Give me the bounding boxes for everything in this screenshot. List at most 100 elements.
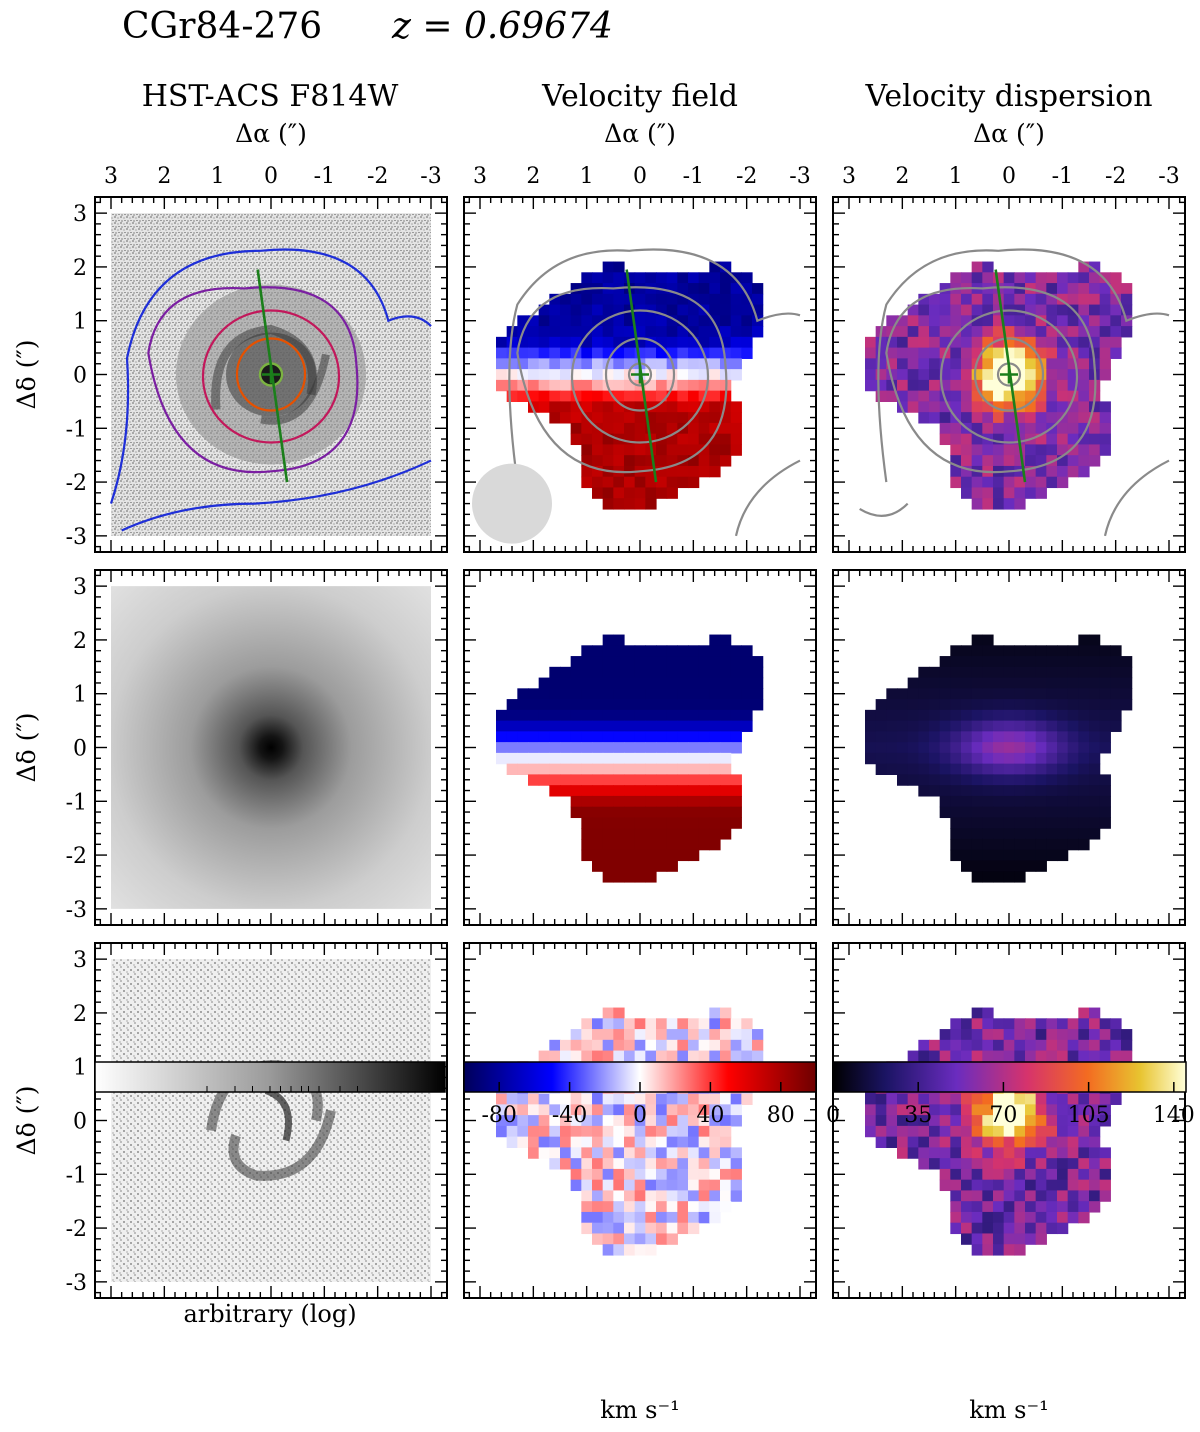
map-pixel — [1014, 326, 1026, 338]
map-pixel — [961, 1115, 973, 1127]
map-pixel — [939, 304, 951, 316]
map-pixel — [656, 666, 668, 679]
map-pixel — [528, 1115, 540, 1127]
contour-4 — [235, 337, 307, 412]
map-pixel — [1057, 304, 1069, 316]
map-pixel — [865, 1125, 877, 1138]
map-pixel — [656, 422, 668, 435]
map-pixel — [1089, 731, 1101, 743]
map-pixel — [1078, 795, 1090, 808]
map-pixel — [720, 304, 732, 316]
map-pixel — [570, 293, 582, 306]
map-pixel — [709, 1093, 721, 1105]
map-pixel — [698, 688, 710, 700]
map-pixel — [1099, 412, 1111, 424]
map-pixel — [645, 849, 657, 862]
map-pixel — [624, 871, 636, 883]
map-pixel — [907, 369, 919, 381]
map-pixel — [1089, 817, 1101, 829]
map-pixel — [929, 326, 941, 338]
map-pixel — [634, 1018, 646, 1030]
map-pixel — [961, 433, 973, 446]
map-pixel — [592, 656, 604, 668]
map-pixel — [961, 1029, 973, 1041]
map-pixel — [602, 1093, 614, 1105]
map-pixel — [886, 315, 898, 327]
map-pixel — [982, 645, 994, 657]
map-pixel — [993, 487, 1005, 499]
map-pixel — [950, 304, 962, 316]
map-pixel — [592, 785, 604, 797]
map-pixel — [1014, 1039, 1026, 1052]
map-pixel — [982, 752, 994, 765]
map-pixel — [634, 455, 646, 467]
map-pixel — [634, 326, 646, 338]
colorbar-label-dispersion: km s⁻¹ — [969, 1396, 1049, 1424]
map-pixel — [634, 272, 646, 284]
map-pixel — [907, 1147, 919, 1159]
map-pixel — [929, 763, 941, 775]
map-pixel — [1014, 666, 1026, 679]
map-pixel — [560, 742, 572, 754]
map-pixel — [698, 709, 710, 722]
map-pixel — [1078, 666, 1090, 679]
map-pixel — [528, 1125, 540, 1138]
map-pixel — [1035, 709, 1047, 722]
map-pixel — [581, 1050, 593, 1062]
map-pixel — [560, 347, 572, 359]
map-pixel — [1046, 752, 1058, 765]
map-pixel — [613, 785, 625, 797]
map-pixel — [613, 1211, 625, 1224]
map-pixel — [570, 720, 582, 732]
map-pixel — [1014, 315, 1026, 327]
map-pixel — [1078, 1179, 1090, 1192]
map-pixel — [688, 688, 700, 700]
map-pixel — [1046, 699, 1058, 711]
map-pixel — [1110, 1039, 1122, 1052]
map-pixel — [1057, 433, 1069, 446]
map-pixel — [971, 688, 983, 700]
map-pixel — [971, 347, 983, 359]
map-pixel — [666, 465, 678, 478]
map-pixel — [1078, 838, 1090, 851]
map-pixel — [698, 283, 710, 295]
colorbar-tick-label: -40 — [552, 1103, 587, 1128]
map-pixel — [634, 1029, 646, 1041]
map-pixel — [538, 379, 550, 392]
map-pixel — [961, 795, 973, 808]
map-pixel — [656, 860, 668, 872]
map-pixel — [709, 1179, 721, 1192]
map-pixel — [1089, 795, 1101, 808]
map-pixel — [506, 1104, 518, 1116]
map-pixel — [1014, 272, 1026, 284]
map-pixel — [592, 731, 604, 743]
map-pixel — [624, 666, 636, 679]
map-pixel — [961, 699, 973, 711]
map-pixel — [1046, 1039, 1058, 1052]
map-pixel — [666, 1222, 678, 1235]
map-pixel — [1078, 412, 1090, 424]
map-pixel — [741, 645, 753, 657]
map-pixel — [581, 656, 593, 668]
map-pixel — [709, 1136, 721, 1148]
map-pixel — [549, 358, 561, 370]
map-pixel — [961, 390, 973, 402]
map-pixel — [730, 677, 742, 689]
map-pixel — [570, 763, 582, 775]
grey-contour-2 — [885, 286, 1097, 474]
map-pixel — [538, 709, 550, 722]
map-pixel — [971, 1136, 983, 1148]
map-pixel — [865, 358, 877, 370]
map-pixel — [961, 401, 973, 413]
map-pixel — [634, 656, 646, 668]
map-pixel — [1067, 1147, 1079, 1159]
map-pixel — [961, 1158, 973, 1170]
map-pixel — [865, 752, 877, 765]
map-pixel — [730, 304, 742, 316]
map-pixel — [1046, 1125, 1058, 1138]
map-pixel — [886, 752, 898, 765]
map-pixel — [560, 1104, 572, 1116]
map-pixel — [720, 422, 732, 435]
map-pixel — [709, 752, 721, 765]
map-pixel — [709, 731, 721, 743]
